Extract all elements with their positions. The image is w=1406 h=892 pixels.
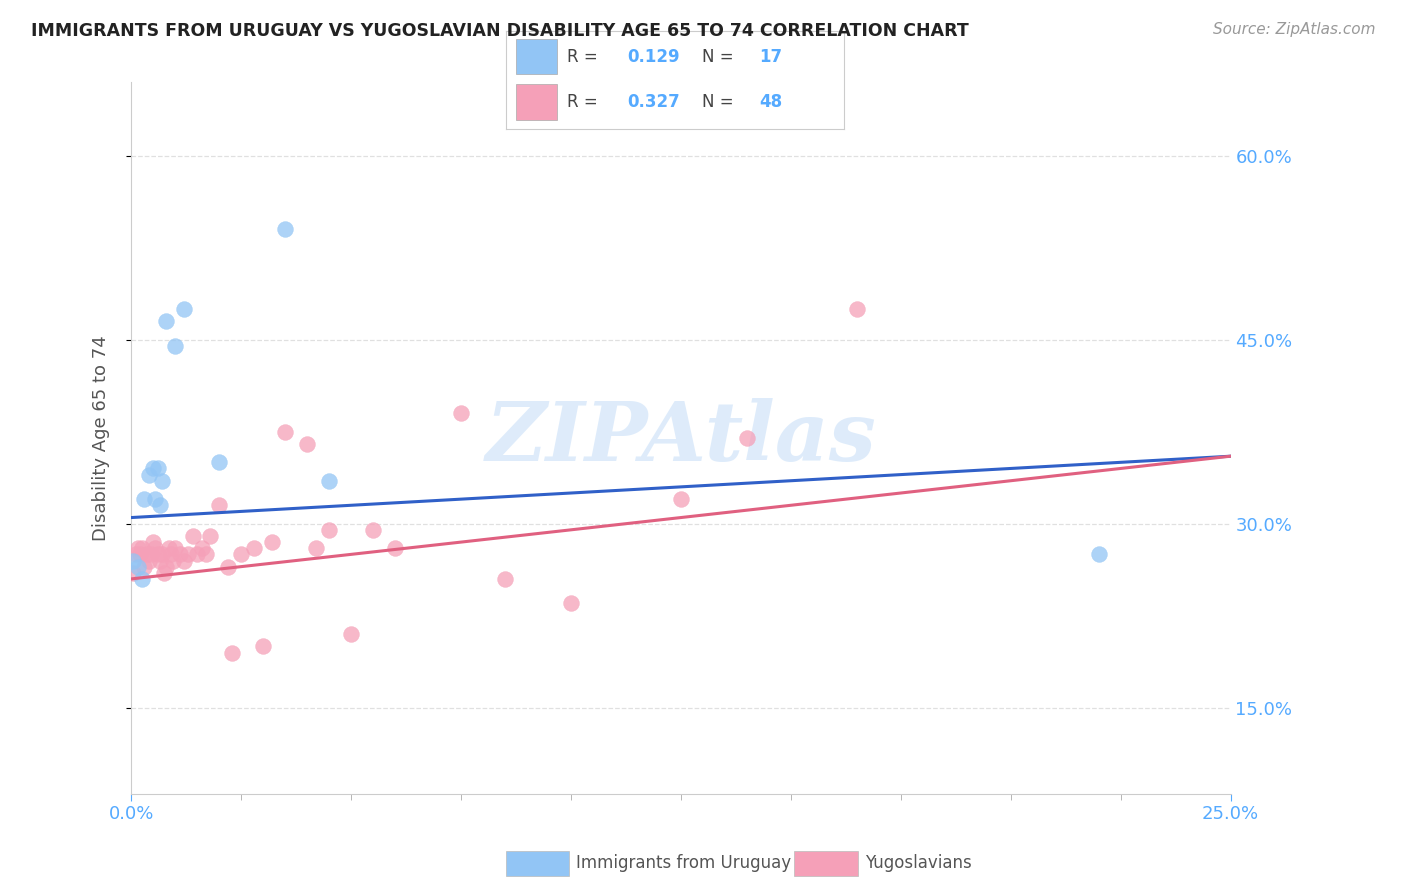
Point bbox=[173, 553, 195, 567]
Point bbox=[560, 597, 582, 611]
Point bbox=[153, 566, 176, 580]
Point bbox=[162, 553, 184, 567]
Point bbox=[208, 498, 231, 512]
Point bbox=[186, 547, 208, 561]
Point bbox=[669, 492, 692, 507]
Point bbox=[229, 547, 252, 561]
Point bbox=[150, 547, 173, 561]
Point bbox=[173, 301, 195, 316]
Point bbox=[221, 646, 243, 660]
Text: Source: ZipAtlas.com: Source: ZipAtlas.com bbox=[1212, 22, 1375, 37]
Text: R =: R = bbox=[567, 48, 598, 66]
Bar bbox=[516, 39, 557, 74]
Point bbox=[134, 559, 156, 574]
Point bbox=[146, 547, 169, 561]
Point bbox=[143, 541, 166, 556]
Point bbox=[142, 461, 165, 475]
Point bbox=[135, 547, 157, 561]
Point bbox=[217, 559, 239, 574]
Point bbox=[149, 553, 172, 567]
Point bbox=[146, 461, 169, 475]
Text: 48: 48 bbox=[759, 93, 782, 111]
Point bbox=[208, 455, 231, 469]
Point bbox=[1087, 547, 1109, 561]
Point bbox=[138, 467, 160, 482]
Point bbox=[122, 566, 145, 580]
Point bbox=[122, 553, 145, 567]
Text: R =: R = bbox=[567, 93, 598, 111]
Text: Yugoslavians: Yugoslavians bbox=[865, 855, 972, 872]
Point bbox=[155, 559, 177, 574]
Point bbox=[124, 547, 146, 561]
Text: IMMIGRANTS FROM URUGUAY VS YUGOSLAVIAN DISABILITY AGE 65 TO 74 CORRELATION CHART: IMMIGRANTS FROM URUGUAY VS YUGOSLAVIAN D… bbox=[31, 22, 969, 40]
Point bbox=[177, 547, 200, 561]
Text: 17: 17 bbox=[759, 48, 782, 66]
Y-axis label: Disability Age 65 to 74: Disability Age 65 to 74 bbox=[93, 334, 110, 541]
Point bbox=[131, 541, 153, 556]
Point bbox=[274, 425, 297, 439]
Text: 0.327: 0.327 bbox=[627, 93, 681, 111]
Point bbox=[494, 572, 516, 586]
Bar bbox=[516, 84, 557, 120]
Point bbox=[143, 492, 166, 507]
Text: 0.129: 0.129 bbox=[627, 48, 681, 66]
Point bbox=[318, 474, 340, 488]
Point bbox=[150, 474, 173, 488]
Point bbox=[134, 492, 156, 507]
Point bbox=[252, 640, 274, 654]
Point bbox=[131, 572, 153, 586]
Point bbox=[735, 431, 758, 445]
Text: ZIPAtlas: ZIPAtlas bbox=[485, 398, 876, 478]
Point bbox=[157, 541, 180, 556]
Point bbox=[127, 541, 149, 556]
Point bbox=[340, 627, 363, 641]
Point bbox=[155, 314, 177, 328]
Point bbox=[194, 547, 217, 561]
Point bbox=[138, 553, 160, 567]
Point bbox=[142, 535, 165, 549]
Point bbox=[384, 541, 406, 556]
Point bbox=[127, 559, 149, 574]
Text: N =: N = bbox=[702, 93, 734, 111]
Point bbox=[181, 529, 204, 543]
Point bbox=[305, 541, 328, 556]
Point bbox=[450, 406, 472, 420]
Point bbox=[845, 301, 868, 316]
Text: Immigrants from Uruguay: Immigrants from Uruguay bbox=[576, 855, 792, 872]
Point bbox=[274, 222, 297, 236]
Point bbox=[165, 339, 187, 353]
Point bbox=[139, 547, 162, 561]
Point bbox=[165, 541, 187, 556]
Point bbox=[260, 535, 283, 549]
Point bbox=[318, 523, 340, 537]
Point bbox=[169, 547, 191, 561]
Point bbox=[129, 547, 152, 561]
Point bbox=[295, 437, 318, 451]
Point bbox=[149, 498, 172, 512]
Text: N =: N = bbox=[702, 48, 734, 66]
Point bbox=[200, 529, 222, 543]
Point bbox=[159, 547, 181, 561]
Point bbox=[190, 541, 212, 556]
Point bbox=[243, 541, 266, 556]
Point bbox=[361, 523, 384, 537]
